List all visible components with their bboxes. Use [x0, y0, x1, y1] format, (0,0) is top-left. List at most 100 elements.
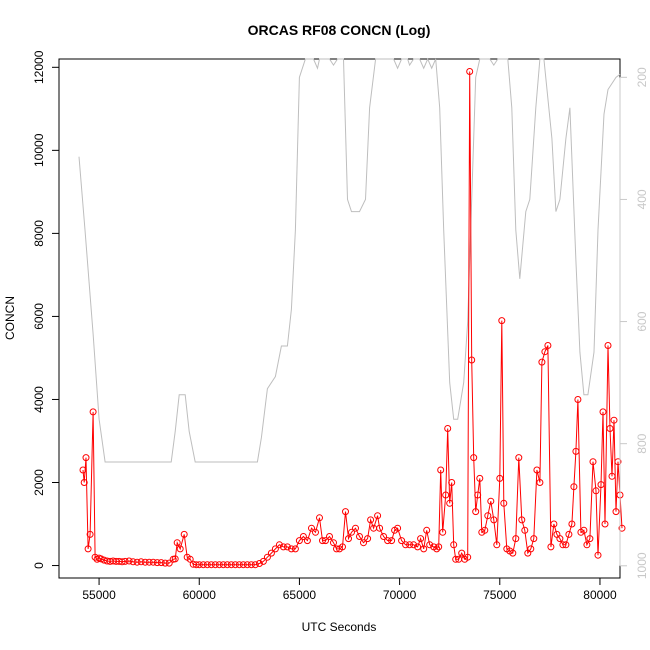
- y-tick-label: 6000: [32, 303, 46, 330]
- x-axis: 55000 60000 65000 70000 75000 80000: [82, 577, 617, 602]
- data-point: [589, 458, 597, 466]
- data-point: [316, 514, 323, 522]
- data-point: [227, 561, 235, 569]
- right-tick-label: 200: [635, 67, 649, 87]
- data-point: [610, 416, 618, 424]
- data-point: [538, 358, 546, 366]
- data-point: [570, 483, 578, 491]
- data-point: [583, 541, 591, 549]
- data-point: [466, 68, 474, 75]
- data-point: [474, 491, 482, 499]
- data-point: [414, 543, 422, 551]
- data-point: [299, 533, 307, 540]
- right-axis: 200 400 600 800 1000: [619, 67, 649, 579]
- data-point: [452, 555, 460, 563]
- y-tick-label: 10000: [32, 133, 46, 167]
- data-point: [437, 466, 445, 474]
- data-point: [145, 558, 153, 566]
- data-point: [417, 535, 425, 543]
- data-point: [243, 561, 251, 569]
- data-point: [312, 528, 319, 536]
- data-point: [498, 317, 506, 325]
- data-point: [470, 454, 478, 462]
- data-point: [433, 545, 441, 553]
- data-point: [215, 561, 223, 569]
- data-point: [186, 555, 194, 563]
- data-point: [592, 487, 600, 495]
- data-point: [267, 549, 275, 557]
- data-point: [125, 557, 133, 565]
- data-point: [388, 537, 396, 545]
- data-point: [493, 541, 501, 549]
- data-point: [568, 520, 576, 528]
- data-point: [380, 533, 388, 540]
- data-point: [356, 533, 363, 540]
- data-point: [420, 545, 428, 553]
- data-point: [406, 541, 414, 549]
- data-point: [426, 541, 434, 549]
- data-point: [444, 425, 452, 432]
- data-point: [133, 558, 141, 566]
- data-point: [601, 520, 609, 528]
- data-point: [487, 497, 495, 505]
- data-point: [137, 558, 145, 566]
- data-point: [239, 561, 247, 569]
- data-point: [374, 512, 382, 520]
- data-point: [192, 561, 200, 569]
- data-point: [398, 537, 406, 545]
- data-point: [231, 561, 239, 569]
- data-point: [339, 543, 346, 551]
- data-point: [171, 555, 179, 563]
- secondary-line: [78, 57, 621, 463]
- data-point: [322, 537, 329, 545]
- data-point: [153, 559, 161, 567]
- data-point: [515, 454, 523, 462]
- data-point: [527, 545, 535, 553]
- data-point: [348, 528, 355, 536]
- data-point: [484, 512, 492, 520]
- data-point: [565, 530, 573, 538]
- right-tick-label: 800: [635, 433, 649, 453]
- data-point: [450, 541, 458, 549]
- data-point: [509, 549, 517, 557]
- data-point: [481, 526, 489, 534]
- data-point: [496, 474, 504, 482]
- data-point: [476, 474, 484, 482]
- data-point: [247, 561, 255, 569]
- data-point: [223, 561, 231, 569]
- data-point: [330, 539, 337, 547]
- y-axis: 0 2000 4000 6000 8000 10000 12000: [32, 50, 60, 569]
- data-point: [195, 561, 203, 569]
- data-point: [275, 541, 283, 549]
- data-point: [271, 545, 279, 553]
- data-point: [326, 533, 333, 540]
- secondary-series: [78, 57, 621, 463]
- x-tick-label: 60000: [183, 588, 217, 602]
- right-tick-label: 400: [635, 189, 649, 209]
- data-point: [118, 558, 126, 566]
- data-point: [141, 558, 149, 566]
- x-tick-label: 75000: [483, 588, 517, 602]
- data-point: [439, 528, 447, 536]
- data-point: [279, 543, 287, 551]
- data-point: [394, 524, 402, 532]
- data-point: [345, 535, 352, 543]
- concn-line: [82, 71, 623, 566]
- data-point: [446, 499, 454, 507]
- data-point: [536, 479, 544, 486]
- data-point: [308, 524, 315, 532]
- data-point: [287, 545, 295, 553]
- data-point: [550, 520, 558, 528]
- data-point: [86, 530, 94, 538]
- data-point: [89, 408, 97, 416]
- data-point: [612, 508, 620, 516]
- data-point: [599, 408, 607, 416]
- data-point: [121, 557, 129, 565]
- data-point: [80, 479, 88, 486]
- data-point: [512, 535, 520, 543]
- data-point: [283, 543, 291, 551]
- data-point: [203, 561, 211, 569]
- data-point: [614, 458, 622, 466]
- x-tick-label: 70000: [383, 588, 417, 602]
- data-point: [360, 539, 367, 547]
